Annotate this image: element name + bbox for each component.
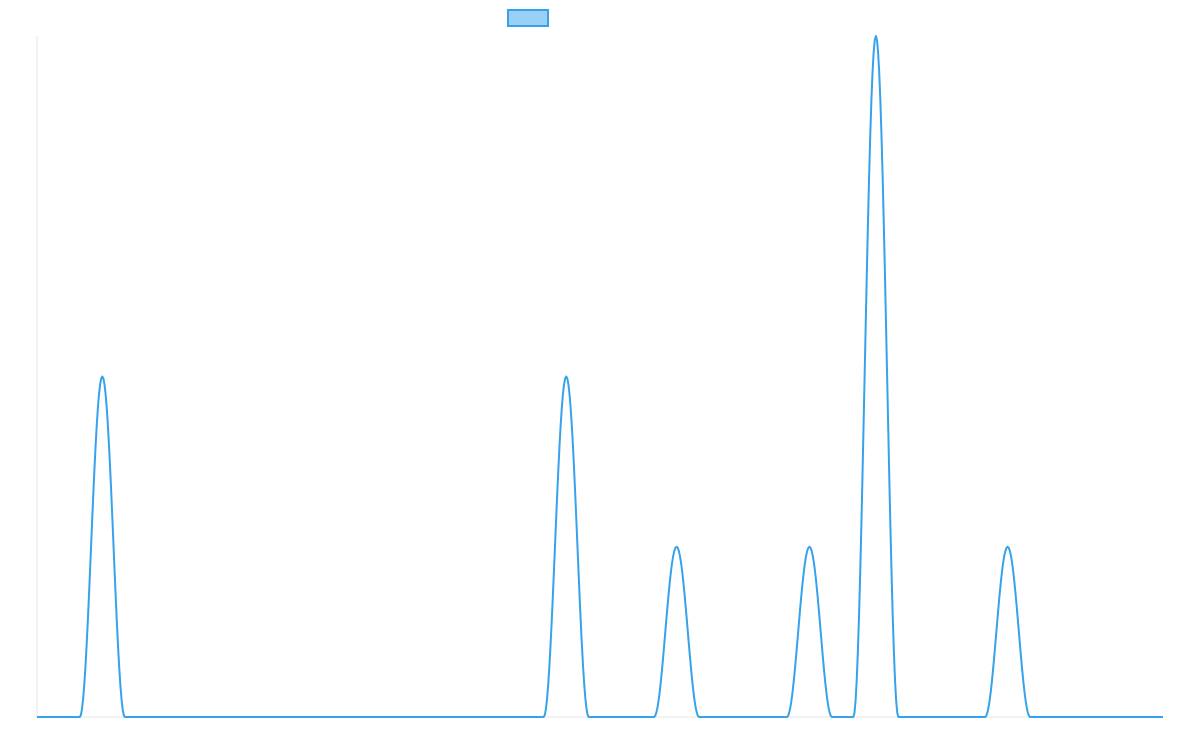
peak-point-1[interactable] — [563, 374, 569, 380]
series-line-0[interactable] — [37, 35, 1163, 718]
peak-point-0[interactable] — [99, 374, 105, 380]
legend-swatch[interactable] — [507, 9, 549, 27]
series-layer — [37, 33, 1163, 718]
peak-point-4[interactable] — [873, 33, 879, 39]
peak-point-5[interactable] — [1005, 544, 1011, 550]
peak-point-3[interactable] — [806, 544, 812, 550]
peak-point-2[interactable] — [674, 544, 680, 550]
